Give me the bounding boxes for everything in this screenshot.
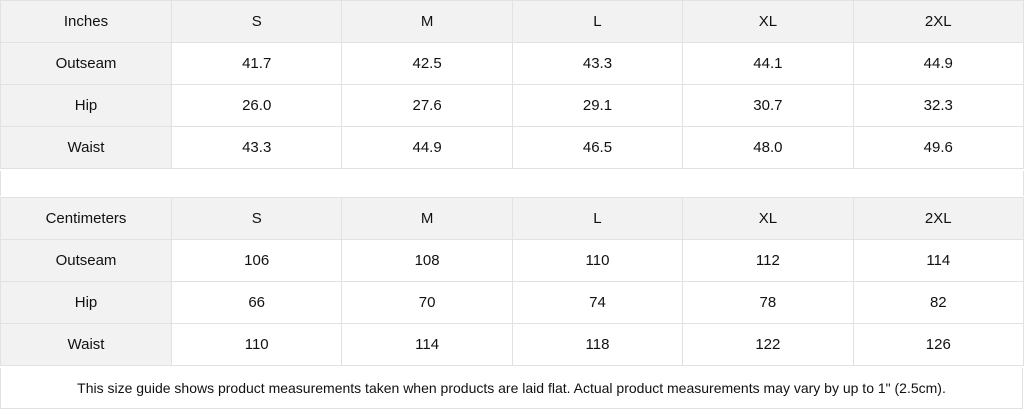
measurement-value: 44.9 [852, 42, 1024, 85]
size-header: M [341, 197, 513, 240]
measurement-value: 110 [511, 239, 684, 282]
measurement-value: 43.3 [170, 126, 343, 169]
measurement-label: Waist [0, 126, 172, 169]
table-row: Hip 26.0 27.6 29.1 30.7 32.3 [0, 84, 1024, 127]
measurement-value: 118 [511, 323, 684, 366]
measurement-value: 114 [852, 239, 1024, 282]
measurement-value: 44.1 [682, 42, 854, 85]
measurement-value: 82 [852, 281, 1024, 324]
size-header: XL [682, 0, 854, 43]
measurement-value: 48.0 [682, 126, 854, 169]
size-header: L [511, 197, 684, 240]
measurement-value: 46.5 [511, 126, 684, 169]
size-header: S [170, 197, 343, 240]
measurement-value: 106 [170, 239, 343, 282]
header-row: Centimeters S M L XL 2XL [0, 197, 1024, 240]
measurement-value: 44.9 [341, 126, 513, 169]
size-header: 2XL [852, 197, 1024, 240]
measurement-value: 110 [170, 323, 343, 366]
measurement-value: 41.7 [170, 42, 343, 85]
size-guide-note: This size guide shows product measuremen… [0, 368, 1023, 409]
measurement-value: 26.0 [170, 84, 343, 127]
inches-table: Inches S M L XL 2XL Outseam 41.7 42.5 43.3 44.1 44.… [0, 0, 1024, 169]
table-row: Waist 43.3 44.9 46.5 48.0 49.6 [0, 126, 1024, 169]
measurement-value: 122 [682, 323, 854, 366]
measurement-label: Outseam [0, 239, 172, 282]
table-row: Outseam 106 108 110 112 114 [0, 239, 1024, 282]
table-spacer [0, 171, 1024, 196]
measurement-value: 49.6 [852, 126, 1024, 169]
table-row: Hip 66 70 74 78 82 [0, 281, 1024, 324]
centimeters-table: Centimeters S M L XL 2XL Outseam 106 108 110 112 11… [0, 197, 1024, 366]
measurement-value: 108 [341, 239, 513, 282]
measurement-value: 114 [341, 323, 513, 366]
measurement-value: 78 [682, 281, 854, 324]
measurement-value: 27.6 [341, 84, 513, 127]
measurement-label: Outseam [0, 42, 172, 85]
measurement-value: 112 [682, 239, 854, 282]
size-header: M [341, 0, 513, 43]
size-header: 2XL [852, 0, 1024, 43]
unit-header: Inches [0, 0, 172, 43]
measurement-value: 74 [511, 281, 684, 324]
unit-header: Centimeters [0, 197, 172, 240]
table-row: Outseam 41.7 42.5 43.3 44.1 44.9 [0, 42, 1024, 85]
measurement-value: 32.3 [852, 84, 1024, 127]
size-header: S [170, 0, 343, 43]
measurement-value: 126 [852, 323, 1024, 366]
size-header: L [511, 0, 684, 43]
measurement-value: 70 [341, 281, 513, 324]
size-header: XL [682, 197, 854, 240]
measurement-value: 42.5 [341, 42, 513, 85]
measurement-value: 30.7 [682, 84, 854, 127]
measurement-value: 66 [170, 281, 343, 324]
measurement-label: Waist [0, 323, 172, 366]
measurement-value: 43.3 [511, 42, 684, 85]
table-row: Waist 110 114 118 122 126 [0, 323, 1024, 366]
measurement-label: Hip [0, 84, 172, 127]
header-row: Inches S M L XL 2XL [0, 0, 1024, 43]
measurement-value: 29.1 [511, 84, 684, 127]
measurement-label: Hip [0, 281, 172, 324]
